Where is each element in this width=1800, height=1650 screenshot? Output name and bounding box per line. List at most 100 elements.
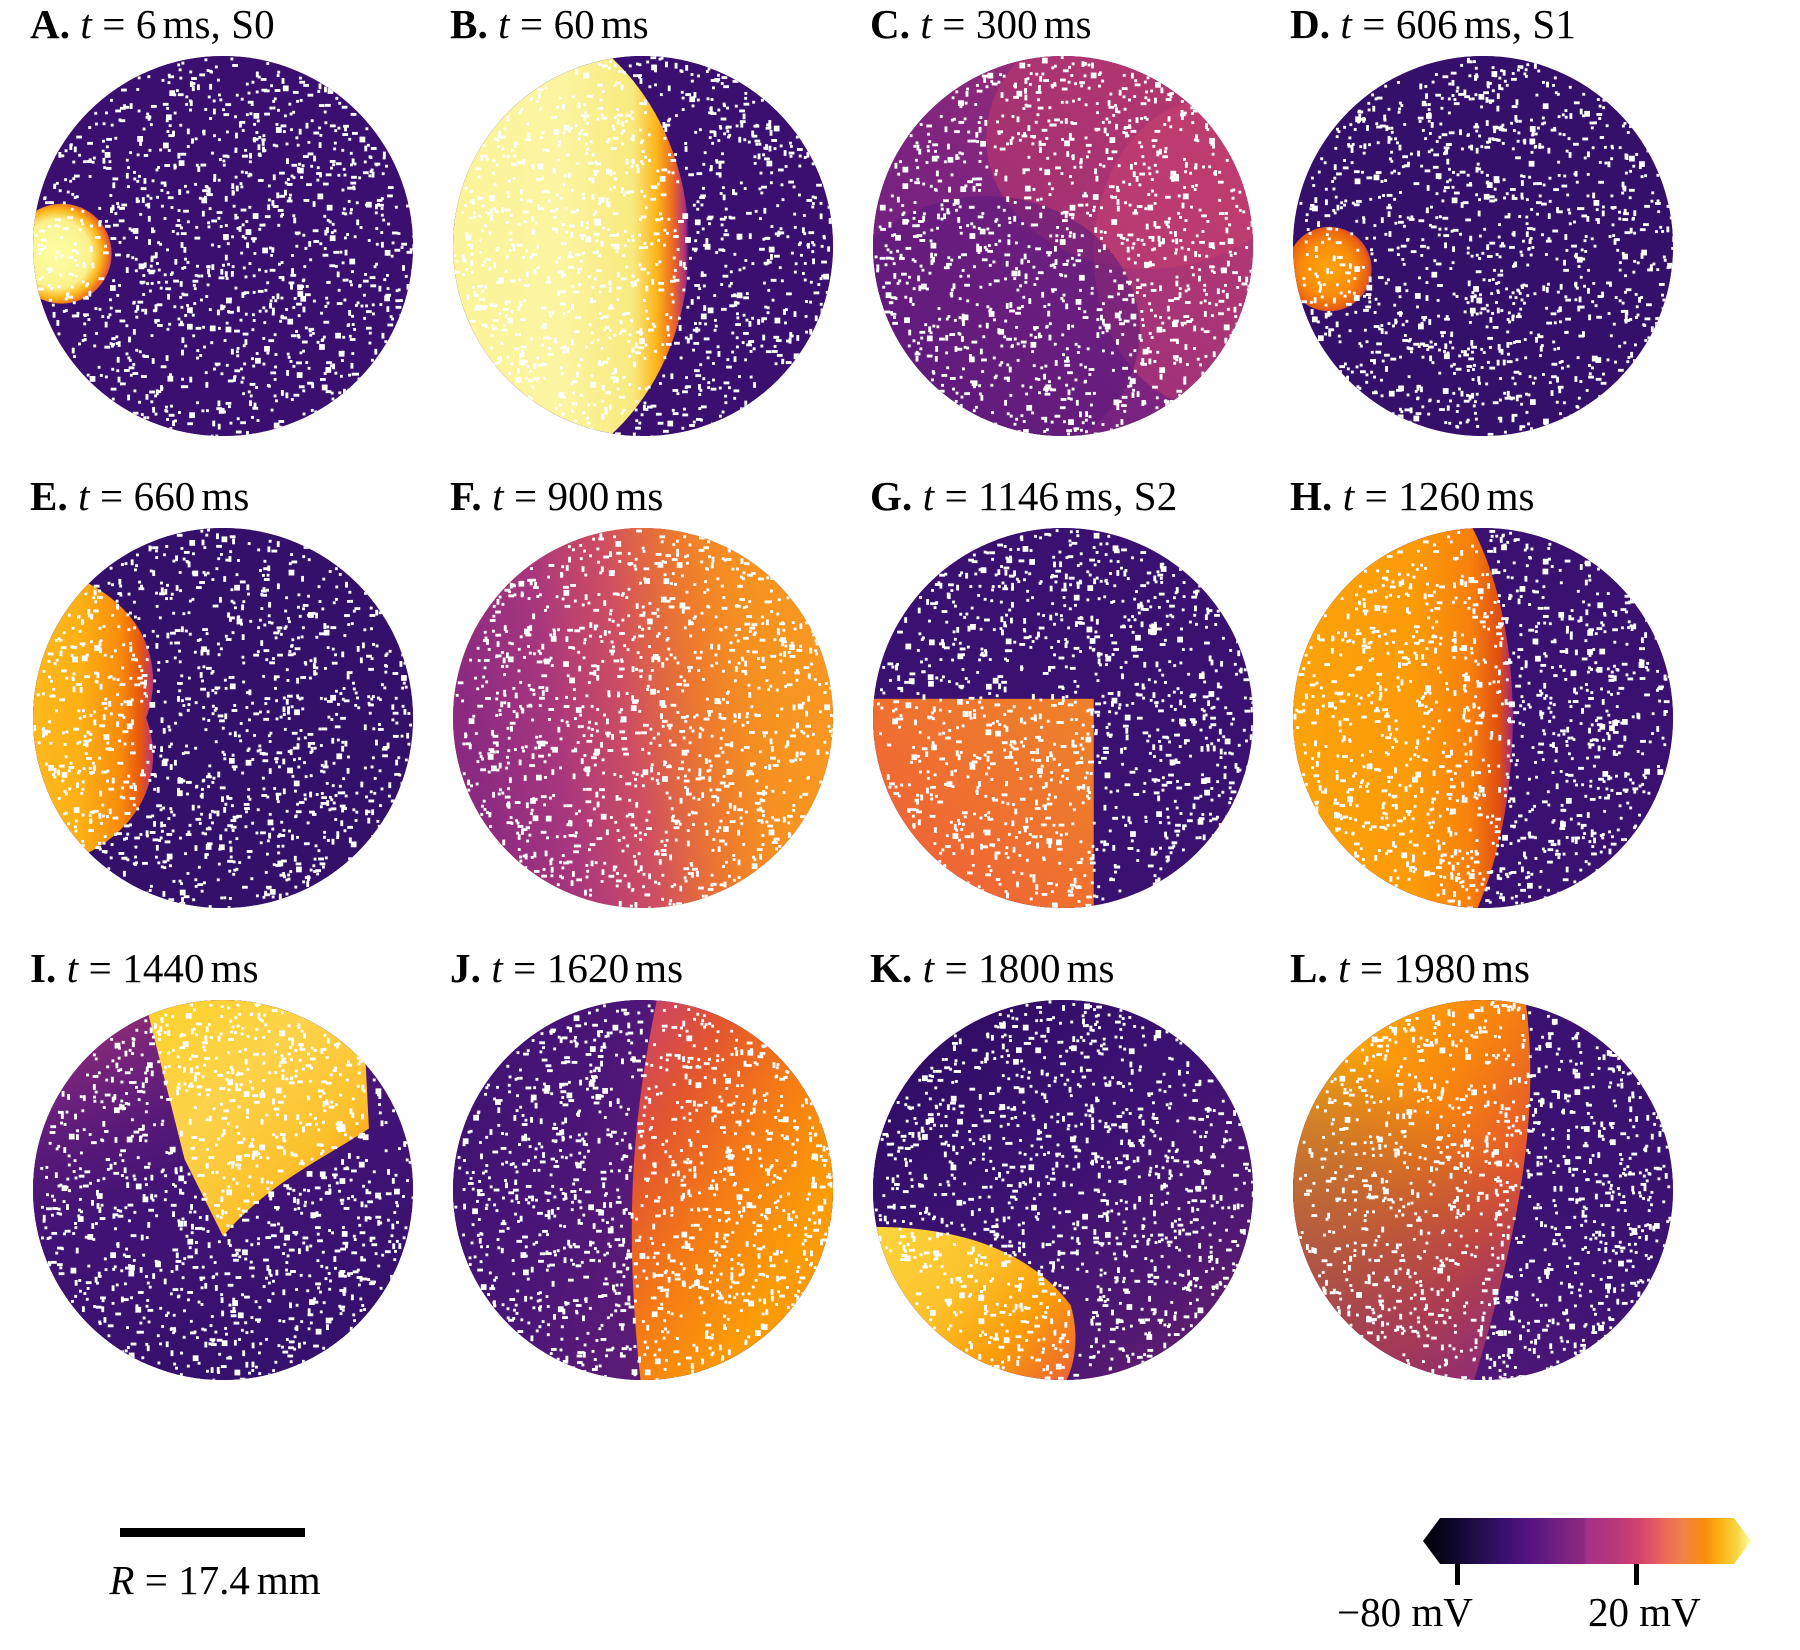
panel-time-value: 60: [553, 1, 595, 47]
panel-letter: C.: [870, 1, 911, 47]
panel-time-unit: ms: [1066, 945, 1115, 991]
voltage-field: [33, 528, 413, 908]
panel-time-symbol: t: [66, 945, 79, 991]
panel-time-unit: ms: [210, 945, 259, 991]
voltage-field: [453, 1000, 833, 1380]
panel-time-unit: ms: [1486, 473, 1535, 519]
panel-title: F. t = 900 ms: [450, 472, 663, 522]
panel-time-symbol: t: [922, 473, 935, 519]
panel-title: J. t = 1620 ms: [450, 944, 683, 994]
panel-title: C. t = 300 ms: [870, 0, 1092, 50]
disc-clip: [1293, 528, 1673, 908]
panel-time-symbol: t: [1338, 945, 1350, 991]
panel-time-unit: ms: [1065, 473, 1114, 519]
panel-time-value: 6: [135, 1, 157, 47]
panel-letter: H.: [1290, 473, 1333, 519]
voltage-field: [33, 1000, 413, 1380]
disc-clip: [453, 1000, 833, 1380]
panel-letter: I.: [30, 945, 57, 991]
speckle-noise: [455, 529, 833, 908]
scale-bar-value: 17.4: [178, 1557, 250, 1603]
voltage-field: [873, 1000, 1253, 1380]
panel-time-value: 1980: [1393, 945, 1477, 991]
panel-letter: L.: [1290, 945, 1328, 991]
voltage-field: [1293, 1000, 1673, 1380]
voltage-field: [1293, 56, 1673, 436]
panel-equals: =: [944, 473, 968, 519]
disc-clip: [873, 56, 1253, 436]
voltage-map-disc: [453, 1000, 833, 1380]
panel-letter: F.: [450, 473, 482, 519]
panel-equals: =: [1364, 473, 1388, 519]
voltage-field: [453, 528, 833, 908]
scale-bar-unit: mm: [256, 1557, 321, 1603]
panel-stim-label: , S2: [1113, 473, 1178, 519]
speckle-noise: [1299, 57, 1673, 436]
panel-time-value: 1620: [546, 945, 630, 991]
voltage-map-disc: [1293, 1000, 1673, 1380]
scale-bar-label: R = 17.4 mm: [100, 1556, 330, 1604]
disc-clip: [33, 528, 413, 908]
panel-time-value: 1800: [978, 945, 1061, 991]
voltage-map-disc: [33, 1000, 413, 1380]
panel-letter: D.: [1290, 1, 1331, 47]
panel-equals: =: [1362, 1, 1386, 47]
panel-equals: =: [944, 945, 968, 991]
panel-time-symbol: t: [1340, 1, 1352, 47]
panel-title: L. t = 1980 ms: [1290, 944, 1530, 994]
panel-equals: =: [1360, 945, 1384, 991]
speckle-noise: [454, 1004, 833, 1380]
voltage-map-disc: [1293, 528, 1673, 908]
panel-time-value: 660: [133, 473, 196, 519]
disc-clip: [453, 528, 833, 908]
panel-time-value: 300: [975, 1, 1038, 47]
disc-clip: [1293, 1000, 1673, 1380]
panel-l: L. t = 1980 ms: [1260, 944, 1710, 1474]
voltage-field: [873, 528, 1253, 908]
speckle-noise: [453, 56, 833, 436]
panel-letter: K.: [870, 945, 913, 991]
panel-d: D. t = 606 ms, S1: [1260, 0, 1710, 530]
panel-title: K. t = 1800 ms: [870, 944, 1115, 994]
panel-equals: =: [513, 945, 537, 991]
voltage-map-disc: [873, 56, 1253, 436]
panel-equals: =: [513, 473, 538, 519]
panel-title: D. t = 606 ms, S1: [1290, 0, 1576, 50]
panel-title: I. t = 1440 ms: [30, 944, 259, 994]
panel-time-unit: ms: [1482, 945, 1531, 991]
voltage-map-disc: [873, 528, 1253, 908]
panel-time-symbol: t: [491, 945, 503, 991]
panel-title: E. t = 660 ms: [30, 472, 249, 522]
disc-clip: [873, 1000, 1253, 1380]
voltage-map-disc: [453, 528, 833, 908]
panel-title: B. t = 60 ms: [450, 0, 649, 50]
speckle-noise: [34, 57, 413, 436]
panel-time-symbol: t: [920, 1, 932, 47]
panel-time-unit: ms: [1463, 1, 1512, 47]
panel-equals: =: [520, 1, 544, 47]
panel-title: G. t = 1146 ms, S2: [870, 472, 1177, 522]
voltage-map-disc: [33, 528, 413, 908]
speckle-noise: [876, 529, 1253, 908]
panel-time-value: 1146: [978, 473, 1060, 519]
panel-i: I. t = 1440 ms: [0, 944, 450, 1474]
panel-time-unit: ms: [162, 1, 211, 47]
panel-j: J. t = 1620 ms: [420, 944, 870, 1474]
panel-time-value: 1260: [1398, 473, 1481, 519]
disc-clip: [873, 528, 1253, 908]
colorbar-min-label: −80 mV: [1337, 1589, 1473, 1635]
scale-bar-equals: =: [144, 1557, 168, 1603]
disc-clip: [33, 1000, 413, 1380]
disc-clip: [1293, 56, 1673, 436]
colorbar-gradient: [1420, 1515, 1754, 1567]
panel-stim-label: , S0: [210, 1, 275, 47]
voltage-field: [453, 56, 833, 436]
speckle-noise: [33, 528, 413, 908]
panel-time-value: 606: [1395, 1, 1458, 47]
panel-letter: E.: [30, 473, 68, 519]
panel-f: F. t = 900 ms: [420, 472, 870, 1002]
panel-time-unit: ms: [635, 945, 684, 991]
speckle-noise: [874, 1000, 1253, 1380]
voltage-field: [873, 56, 1253, 436]
